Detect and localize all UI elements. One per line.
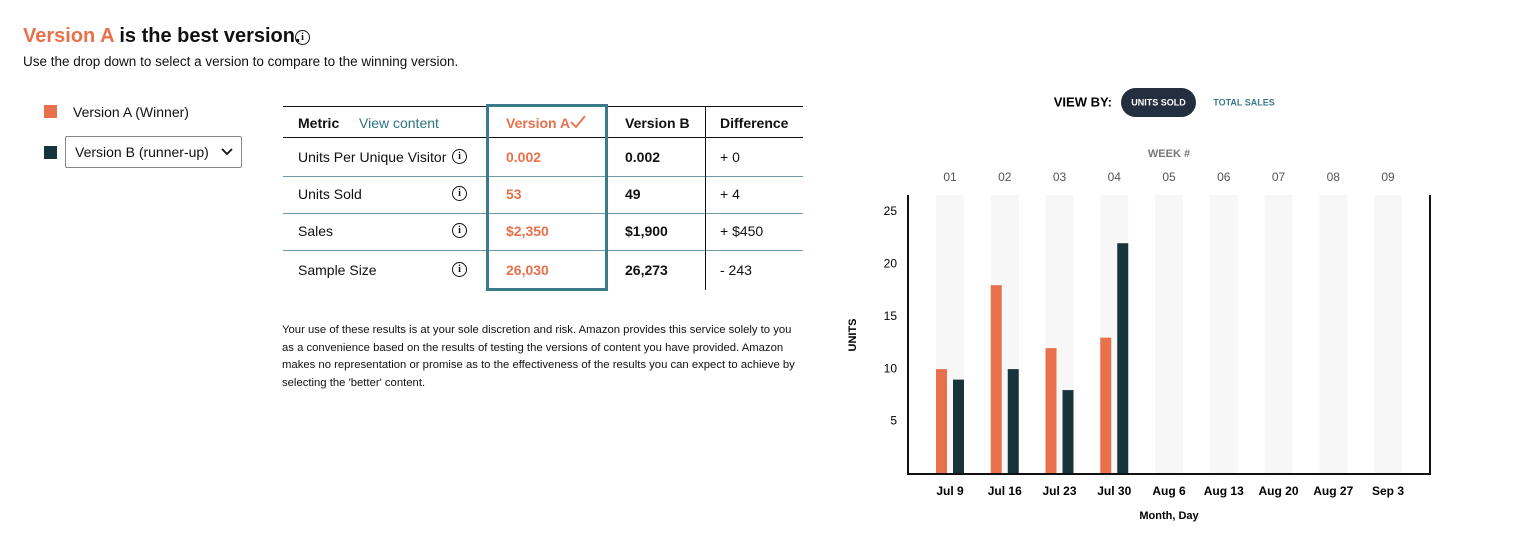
week-label: 01	[943, 170, 957, 184]
column-background	[1155, 195, 1183, 474]
column-background	[1319, 195, 1348, 474]
value-cell: - 243	[720, 262, 752, 278]
y-tick-label: 20	[884, 256, 898, 270]
chart: VIEW BY: UNITS SOLD TOTAL SALES WEEK # M…	[847, 88, 1431, 522]
value-cell: 0.002	[506, 149, 542, 165]
info-icon[interactable]: i	[452, 223, 467, 238]
bar	[1045, 348, 1057, 474]
x-tick-label: Jul 9	[936, 484, 964, 498]
y-tick-label: 10	[884, 361, 898, 375]
legend-swatch	[44, 105, 57, 118]
y-axis-label: UNITS	[847, 319, 859, 352]
bar	[1007, 369, 1019, 474]
week-label: 02	[998, 170, 1012, 184]
column-background	[1209, 195, 1238, 474]
column-background	[1374, 195, 1402, 474]
value-cell: + 4	[720, 186, 740, 202]
bar	[936, 369, 947, 474]
view-by-label: VIEW BY:	[1054, 94, 1112, 109]
info-icon[interactable]: i	[452, 262, 467, 277]
header-cell: Version B	[625, 115, 690, 131]
y-tick-label: 5	[890, 414, 897, 428]
rule	[283, 250, 803, 251]
value-cell: 26,030	[506, 262, 549, 278]
column-background	[1264, 195, 1293, 474]
week-axis-label: WEEK #	[1148, 148, 1190, 160]
title: Version A is the best version.	[23, 25, 301, 48]
bar	[990, 285, 1002, 474]
value-cell: 26,273	[625, 262, 668, 278]
info-icon[interactable]: i	[452, 186, 467, 201]
rule	[283, 176, 803, 177]
bar	[953, 379, 964, 474]
week-label: 07	[1272, 170, 1286, 184]
metric-cell: Units Per Unique Visitor	[298, 149, 447, 165]
check-icon	[570, 115, 586, 129]
y-tick-label: 25	[884, 204, 898, 218]
info-icon[interactable]: i	[295, 30, 310, 45]
week-label: 04	[1108, 170, 1122, 184]
y-tick-label: 15	[884, 309, 898, 323]
x-tick-label: Jul 16	[988, 484, 1022, 498]
metric-cell: Sales	[298, 223, 334, 239]
toggle-active[interactable]	[1121, 88, 1196, 117]
x-tick-label: Sep 3	[1372, 484, 1404, 498]
title-highlight: Version A	[23, 25, 114, 47]
subtitle: Use the drop down to select a version to…	[23, 54, 459, 69]
view-content-link[interactable]: View content	[359, 115, 439, 131]
value-cell: + $450	[720, 223, 764, 239]
x-tick-label: Aug 6	[1152, 484, 1186, 498]
toggle-label[interactable]: UNITS SOLD	[1131, 97, 1186, 107]
bar	[1100, 337, 1112, 474]
week-label: 05	[1162, 170, 1176, 184]
legend-swatch	[44, 146, 57, 159]
version-select[interactable]: Version B (runner-up)	[65, 136, 242, 168]
header-cell: Difference	[720, 115, 789, 131]
week-label: 08	[1327, 170, 1341, 184]
info-icon[interactable]: i	[452, 149, 467, 164]
chevron	[221, 148, 233, 156]
title-rest: is the best version.	[119, 25, 301, 47]
select-label: Version B (runner-up)	[75, 144, 209, 160]
rule	[283, 137, 803, 138]
disclaimer: Your use of these results is at your sol…	[282, 324, 795, 389]
value-cell: 53	[506, 186, 522, 202]
value-cell: 0.002	[625, 149, 661, 165]
metric-cell: Units Sold	[298, 186, 362, 202]
bar	[1062, 390, 1074, 474]
value-cell: $1,900	[625, 223, 668, 239]
rule	[283, 213, 803, 214]
axis-frame	[907, 195, 1431, 475]
header-cell: Version A	[506, 115, 571, 131]
toggle-label[interactable]: TOTAL SALES	[1213, 97, 1275, 107]
value-cell: $2,350	[506, 223, 549, 239]
week-label: 03	[1053, 170, 1067, 184]
week-label: 09	[1381, 170, 1395, 184]
x-tick-label: Aug 27	[1313, 484, 1353, 498]
header-cell: Metric	[298, 115, 340, 131]
x-tick-label: Aug 13	[1204, 484, 1244, 498]
metric-cell: Sample Size	[298, 262, 377, 278]
col-rule	[705, 107, 706, 290]
x-axis-label: Month, Day	[1139, 510, 1199, 522]
x-tick-label: Jul 30	[1097, 484, 1131, 498]
week-label: 06	[1217, 170, 1231, 184]
bar	[1117, 243, 1129, 474]
value-cell: 49	[625, 186, 641, 202]
x-tick-label: Jul 23	[1042, 484, 1076, 498]
legend-label: Version A (Winner)	[73, 104, 189, 120]
winner-highlight	[486, 104, 608, 291]
value-cell: + 0	[720, 149, 740, 165]
x-tick-label: Aug 20	[1258, 484, 1298, 498]
